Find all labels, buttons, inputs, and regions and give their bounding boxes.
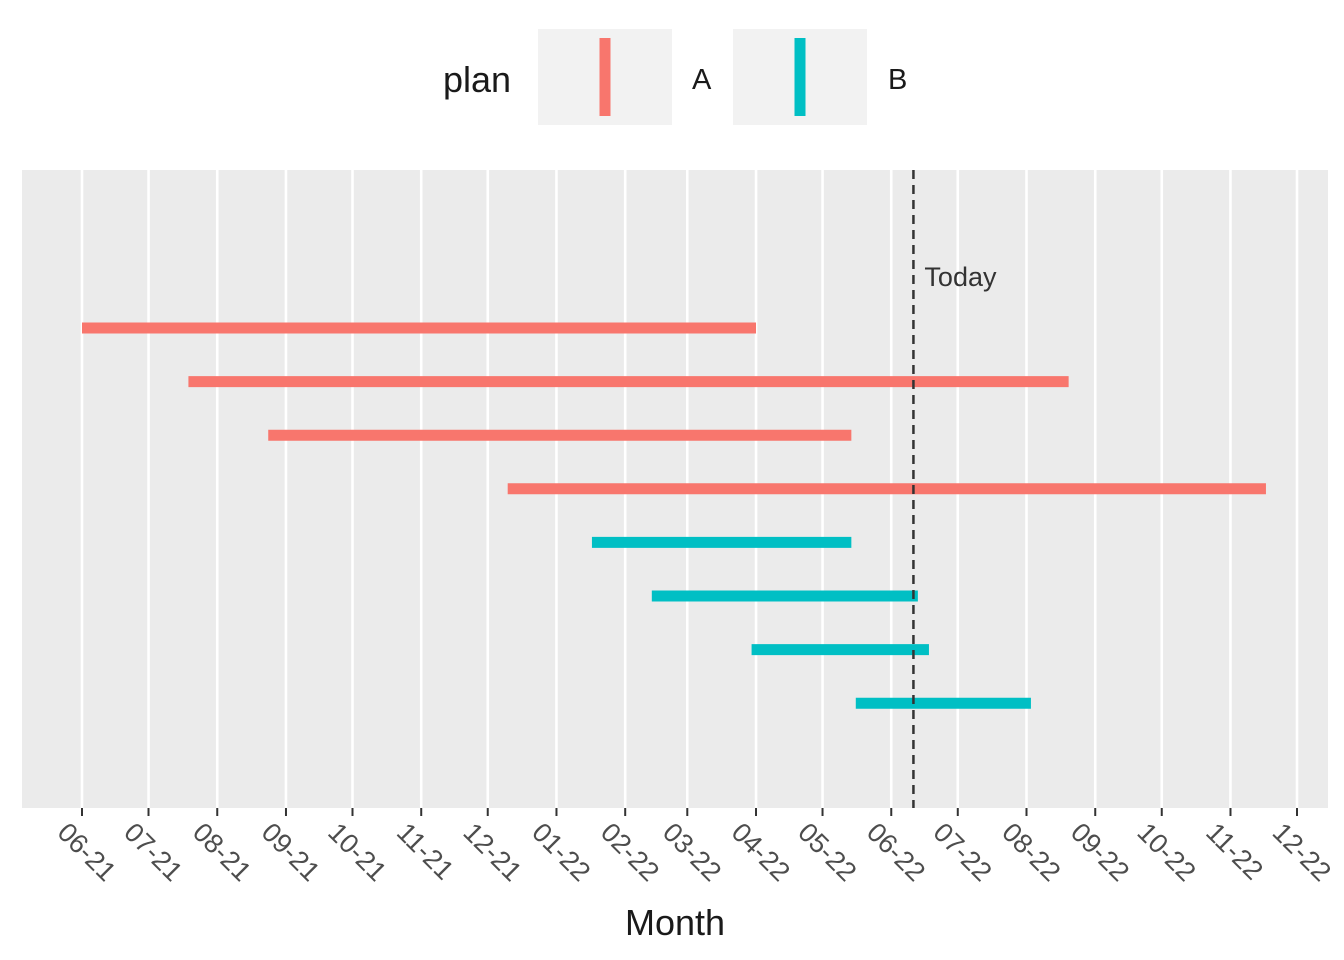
- x-tick-label: 02-22: [595, 817, 665, 887]
- x-axis: 06-2107-2108-2109-2110-2111-2112-2101-22…: [52, 808, 1337, 887]
- x-tick-label: 07-22: [928, 817, 998, 887]
- x-axis-title: Month: [625, 902, 725, 943]
- x-tick-label: 03-22: [657, 817, 727, 887]
- x-tick-label: 10-21: [322, 817, 392, 887]
- x-tick-label: 05-22: [792, 817, 862, 887]
- reference-line: Today: [912, 170, 997, 808]
- today-label: Today: [924, 262, 997, 292]
- x-tick-label: 12-21: [457, 817, 527, 887]
- legend-title: plan: [443, 59, 511, 100]
- x-tick-label: 11-21: [391, 817, 460, 886]
- x-tick-label: 10-22: [1132, 817, 1202, 887]
- x-tick-label: 08-21: [187, 817, 257, 887]
- x-tick-label: 09-22: [1065, 817, 1135, 887]
- legend-label: B: [888, 64, 907, 96]
- x-tick-label: 06-21: [52, 817, 122, 887]
- x-tick-label: 06-22: [861, 817, 931, 887]
- x-tick-label: 04-22: [726, 817, 796, 887]
- x-tick-label: 07-21: [118, 817, 188, 887]
- x-tick-label: 08-22: [996, 817, 1066, 887]
- bars: [82, 322, 1266, 709]
- x-tick-label: 01-22: [526, 817, 596, 887]
- legend-label: A: [692, 64, 712, 96]
- x-tick-label: 09-21: [256, 817, 326, 887]
- x-tick-label: 12-22: [1267, 817, 1337, 887]
- legend: plan A B: [443, 29, 907, 125]
- x-tick-label: 11-22: [1200, 817, 1269, 886]
